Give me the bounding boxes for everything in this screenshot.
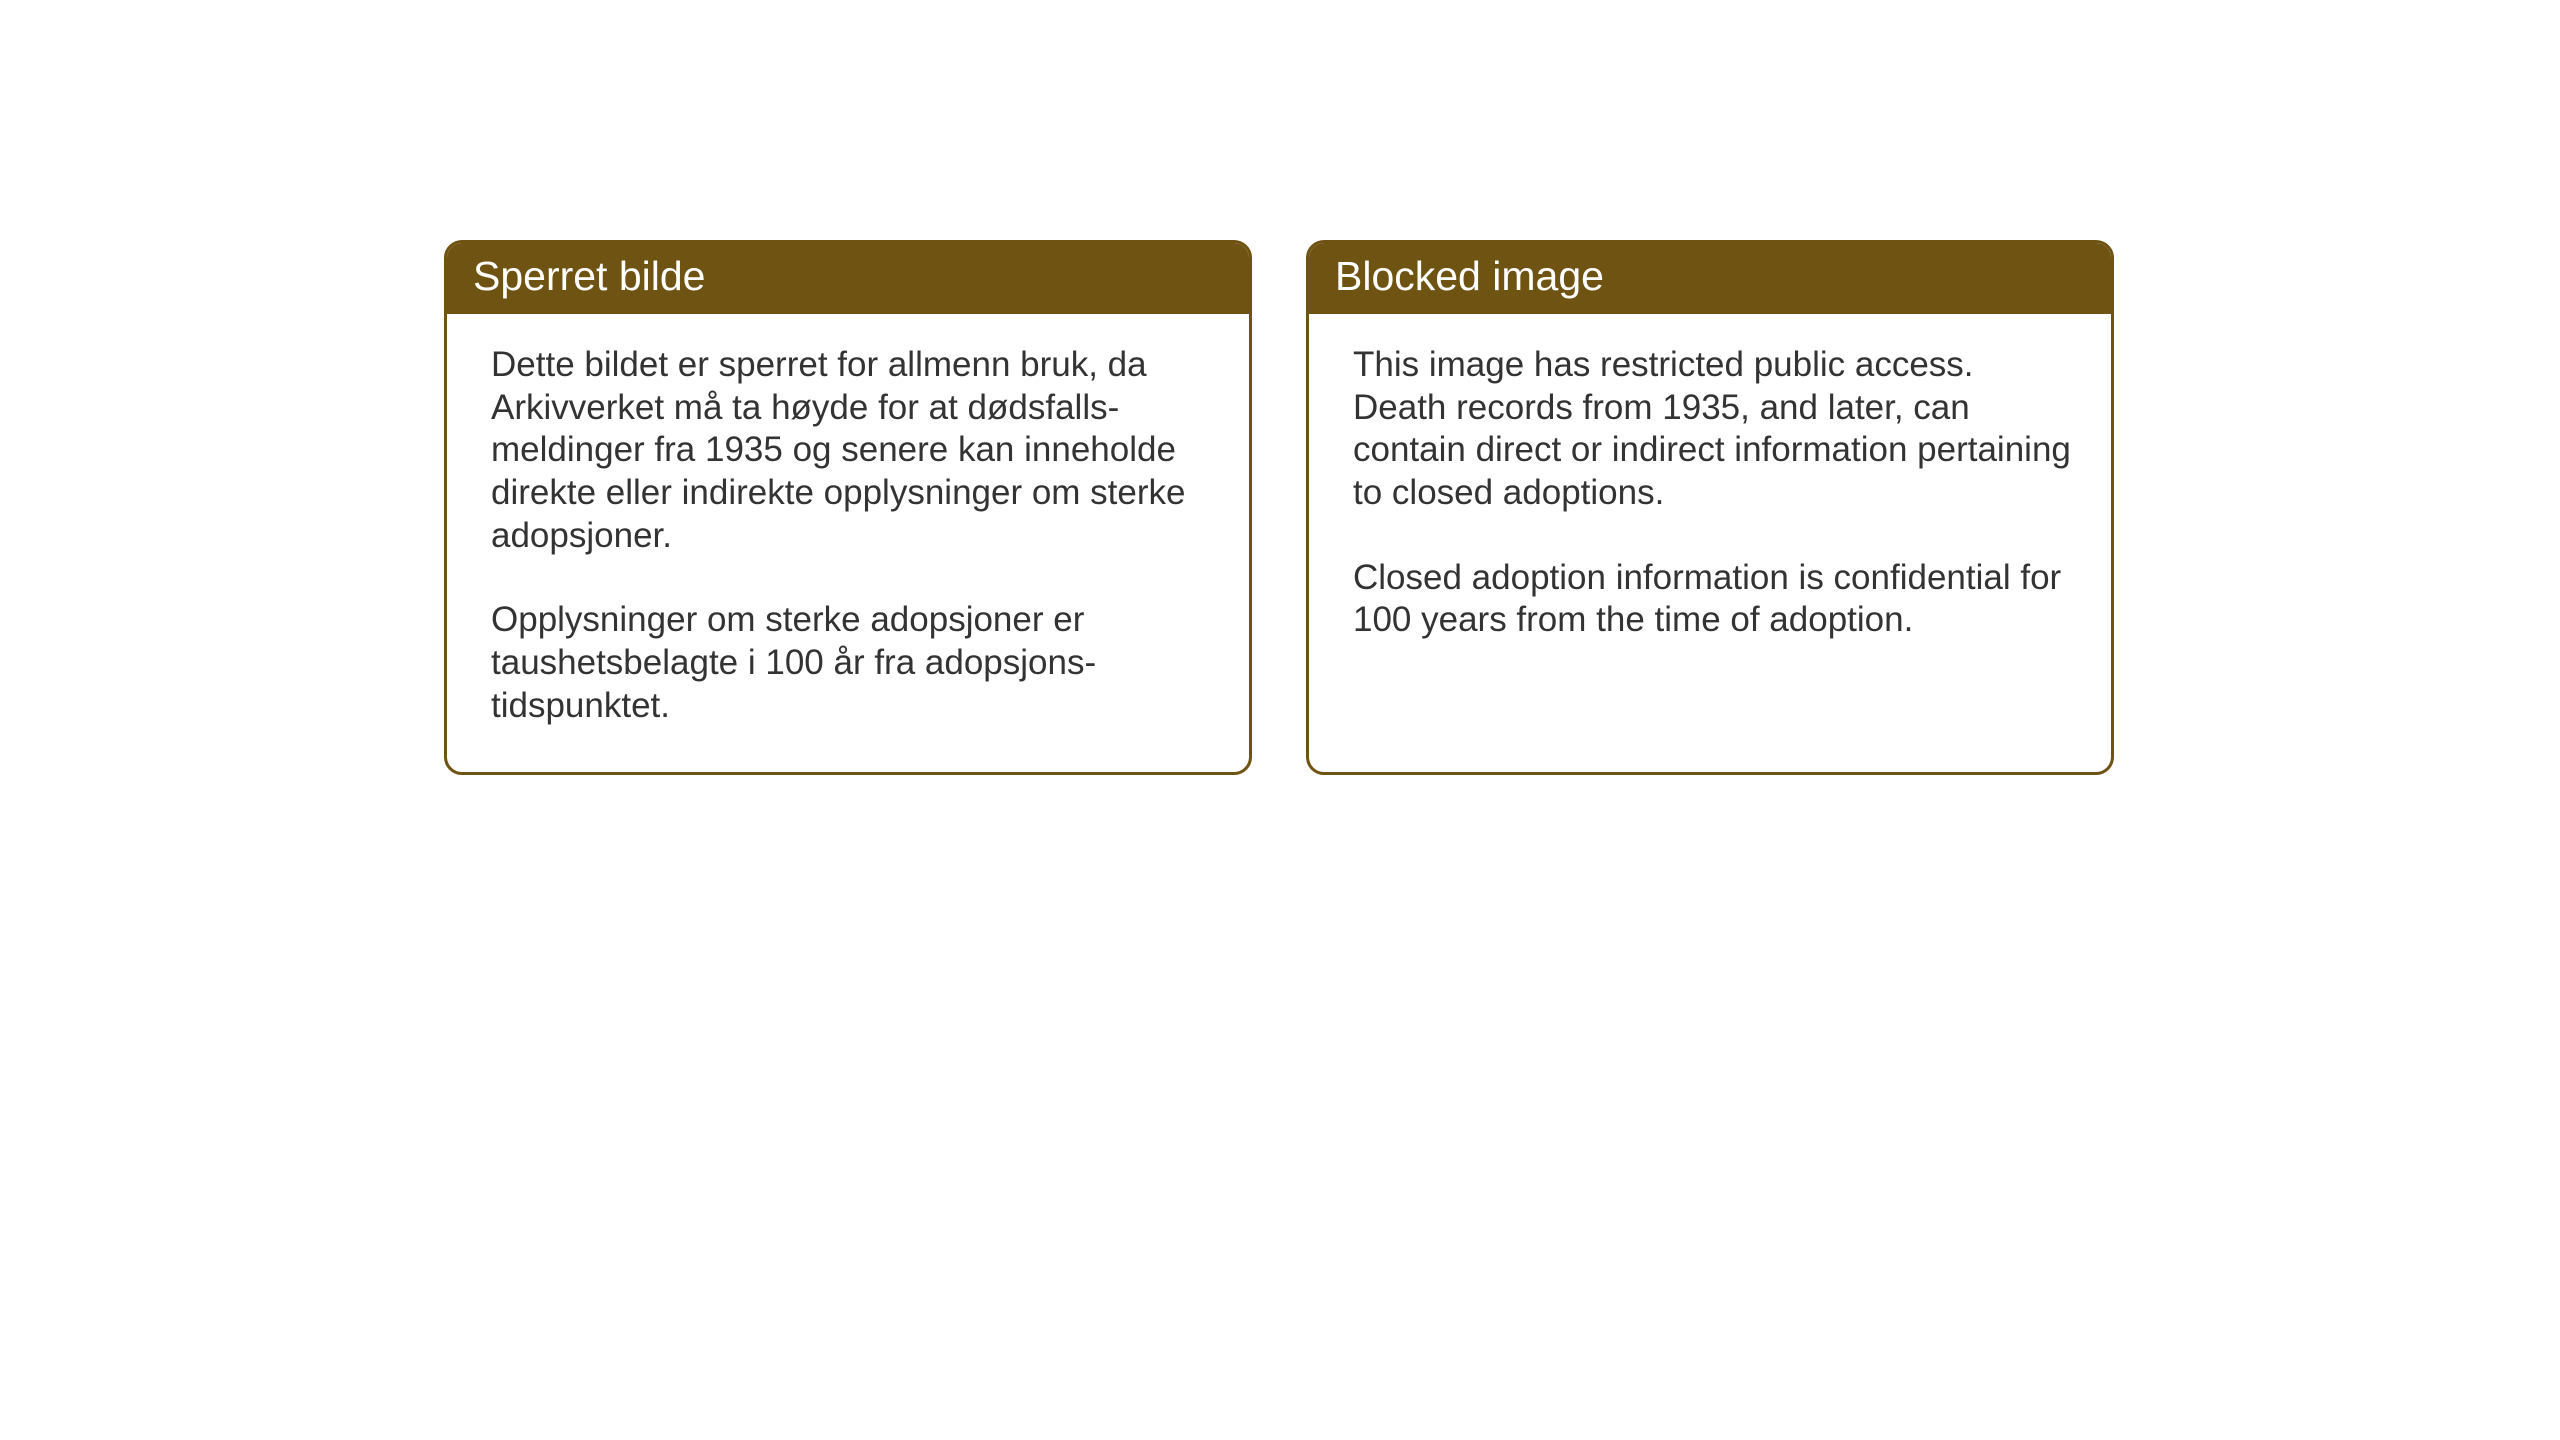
cards-container: Sperret bilde Dette bildet er sperret fo… [0, 0, 2560, 775]
english-card: Blocked image This image has restricted … [1306, 240, 2114, 775]
english-paragraph-1: This image has restricted public access.… [1353, 344, 2071, 515]
english-card-title: Blocked image [1309, 243, 2111, 314]
norwegian-card: Sperret bilde Dette bildet er sperret fo… [444, 240, 1252, 775]
english-card-body: This image has restricted public access.… [1309, 314, 2111, 686]
norwegian-paragraph-1: Dette bildet er sperret for allmenn bruk… [491, 344, 1209, 557]
norwegian-card-body: Dette bildet er sperret for allmenn bruk… [447, 314, 1249, 772]
norwegian-paragraph-2: Opplysninger om sterke adopsjoner er tau… [491, 599, 1209, 727]
norwegian-card-title: Sperret bilde [447, 243, 1249, 314]
english-paragraph-2: Closed adoption information is confident… [1353, 557, 2071, 642]
